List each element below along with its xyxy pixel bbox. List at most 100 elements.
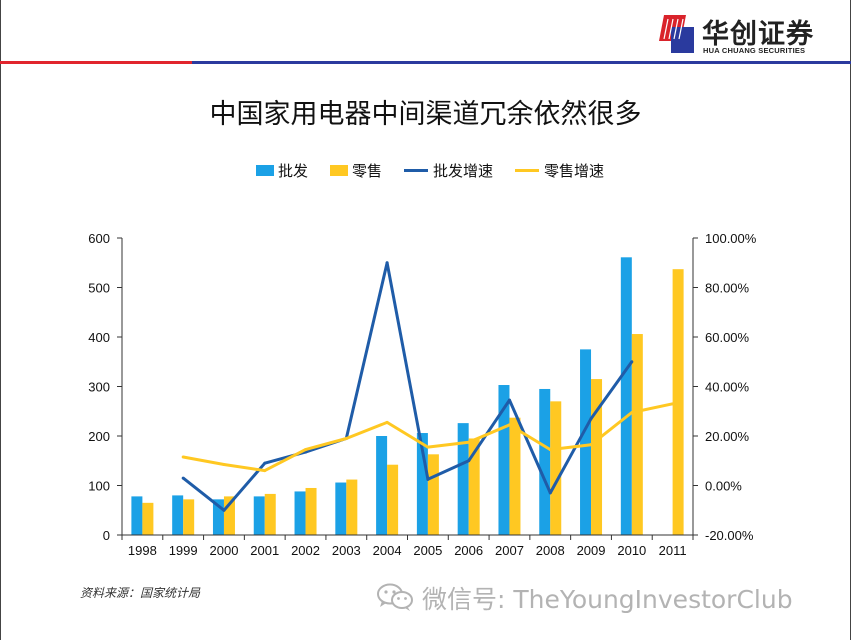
y-tick-label-right: 100.00% bbox=[705, 231, 757, 246]
legend-item-retail-growth: 零售增速 bbox=[515, 160, 604, 181]
header-rule-red bbox=[0, 61, 192, 64]
point-wholesale-growth-2007 bbox=[507, 398, 511, 402]
x-tick-label: 2005 bbox=[413, 543, 442, 558]
x-tick-label: 2003 bbox=[332, 543, 361, 558]
point-retail-growth-2008 bbox=[548, 448, 552, 452]
x-tick-label: 2008 bbox=[536, 543, 565, 558]
y-tick-label-right: 0.00% bbox=[705, 479, 742, 494]
x-tick-label: 2002 bbox=[291, 543, 320, 558]
y-tick-label-left: 200 bbox=[88, 429, 110, 444]
bar-wholesale-2000 bbox=[212, 499, 224, 535]
y-tick-label-right: 60.00% bbox=[705, 330, 750, 345]
bar-retail-2008 bbox=[550, 401, 562, 535]
x-tick-label: 2004 bbox=[373, 543, 402, 558]
point-wholesale-growth-2000 bbox=[222, 508, 226, 512]
legend-swatch-retail-growth bbox=[515, 168, 540, 172]
line-wholesale-growth bbox=[182, 261, 634, 512]
y-tick-label-right: 40.00% bbox=[705, 380, 750, 395]
point-retail-growth-2000 bbox=[222, 462, 226, 466]
legend-item-wholesale: 批发 bbox=[256, 160, 308, 181]
point-retail-growth-2006 bbox=[467, 440, 471, 444]
y-tick-label-right: -20.00% bbox=[705, 528, 754, 543]
bar-wholesale-2001 bbox=[253, 496, 265, 535]
logo-chinese-name: 华创证券 bbox=[702, 19, 814, 50]
y-tick-label-left: 500 bbox=[88, 281, 110, 296]
y-tick-label-left: 400 bbox=[88, 330, 110, 345]
point-retail-growth-2003 bbox=[344, 436, 348, 440]
point-retail-growth-2004 bbox=[385, 420, 389, 424]
source-note: 资料来源：国家统计局 bbox=[80, 586, 201, 600]
y-tick-label-left: 0 bbox=[103, 528, 110, 543]
bar-wholesale-2005 bbox=[416, 433, 428, 535]
legend-label-wholesale: 批发 bbox=[278, 161, 309, 180]
x-tick-label: 2010 bbox=[617, 543, 646, 558]
x-tick-label: 2000 bbox=[210, 543, 239, 558]
point-wholesale-growth-2005 bbox=[426, 477, 430, 481]
bar-wholesale-1999 bbox=[172, 495, 184, 535]
bar-retail-2000 bbox=[223, 496, 235, 535]
bar-wholesale-2002 bbox=[294, 491, 306, 535]
point-wholesale-growth-2006 bbox=[467, 459, 471, 463]
bar-retail-1998 bbox=[142, 502, 154, 535]
y-tick-label-left: 100 bbox=[88, 479, 110, 494]
legend-label-retail: 零售 bbox=[352, 161, 383, 180]
point-retail-growth-2011 bbox=[671, 402, 675, 406]
slide-title: 中国家用电器中间渠道冗余依然很多 bbox=[209, 99, 642, 130]
bar-retail-2001 bbox=[264, 493, 276, 535]
x-tick-label: 2001 bbox=[250, 543, 279, 558]
wechat-watermark: 微信号: TheYoungInvestorClub bbox=[422, 585, 793, 614]
legend-item-retail: 零售 bbox=[330, 160, 382, 181]
point-wholesale-growth-2008 bbox=[548, 491, 552, 495]
bar-retail-2009 bbox=[591, 379, 603, 535]
legend-item-wholesale-growth: 批发增速 bbox=[404, 160, 493, 181]
point-wholesale-growth-1999 bbox=[181, 476, 185, 480]
x-tick-label: 1999 bbox=[169, 543, 198, 558]
wechat-icon bbox=[377, 583, 413, 611]
bar-wholesale-2008 bbox=[539, 388, 551, 535]
bar-retail-2007 bbox=[509, 417, 521, 535]
bar-wholesale-2010 bbox=[620, 257, 632, 535]
bar-retail-2003 bbox=[346, 479, 358, 535]
y-tick-label-right: 80.00% bbox=[705, 281, 750, 296]
y-tick-label-left: 600 bbox=[88, 231, 110, 246]
bar-retail-1999 bbox=[183, 499, 195, 535]
bar-wholesale-2004 bbox=[376, 436, 388, 535]
bar-retail-2002 bbox=[305, 487, 317, 535]
legend-label-retail-growth: 零售增速 bbox=[544, 161, 605, 180]
y-tick-label-right: 20.00% bbox=[705, 429, 750, 444]
chart-legend: 批发 零售 批发增速 零售增速 bbox=[256, 160, 626, 180]
header-rule-blue bbox=[192, 61, 851, 64]
bar-retail-2004 bbox=[387, 464, 399, 535]
legend-swatch-wholesale-growth bbox=[404, 168, 429, 172]
company-logo: 华创证券 HUA CHUANG SECURITIES bbox=[656, 12, 836, 56]
legend-swatch-wholesale bbox=[256, 164, 274, 176]
frame-left-border bbox=[0, 0, 1, 640]
point-retail-growth-2007 bbox=[507, 423, 511, 427]
legend-swatch-retail bbox=[330, 164, 349, 176]
point-retail-growth-2010 bbox=[630, 410, 634, 414]
bar-wholesale-1998 bbox=[131, 496, 143, 535]
bar-wholesale-2003 bbox=[335, 482, 347, 535]
point-wholesale-growth-2001 bbox=[263, 461, 267, 465]
x-tick-label: 2011 bbox=[659, 543, 687, 558]
x-tick-label: 2009 bbox=[577, 543, 606, 558]
point-retail-growth-2001 bbox=[263, 469, 267, 473]
bar-wholesale-2009 bbox=[580, 349, 592, 535]
bar-retail-2010 bbox=[631, 334, 643, 535]
bar-retail-2005 bbox=[427, 454, 439, 535]
point-wholesale-growth-2004 bbox=[385, 261, 389, 265]
point-retail-growth-2002 bbox=[304, 448, 308, 452]
bar-retail-2011 bbox=[672, 269, 684, 535]
point-wholesale-growth-2009 bbox=[589, 417, 593, 421]
bar-wholesale-2006 bbox=[457, 423, 469, 535]
point-retail-growth-1999 bbox=[181, 455, 185, 459]
logo-english-name: HUA CHUANG SECURITIES bbox=[703, 46, 806, 55]
bar-wholesale-2007 bbox=[498, 385, 510, 535]
x-tick-label: 2007 bbox=[495, 543, 524, 558]
point-retail-growth-2009 bbox=[589, 443, 593, 447]
x-tick-label: 1998 bbox=[128, 543, 157, 558]
bar-retail-2006 bbox=[468, 438, 480, 535]
point-retail-growth-2005 bbox=[426, 445, 430, 449]
x-tick-label: 2006 bbox=[454, 543, 483, 558]
